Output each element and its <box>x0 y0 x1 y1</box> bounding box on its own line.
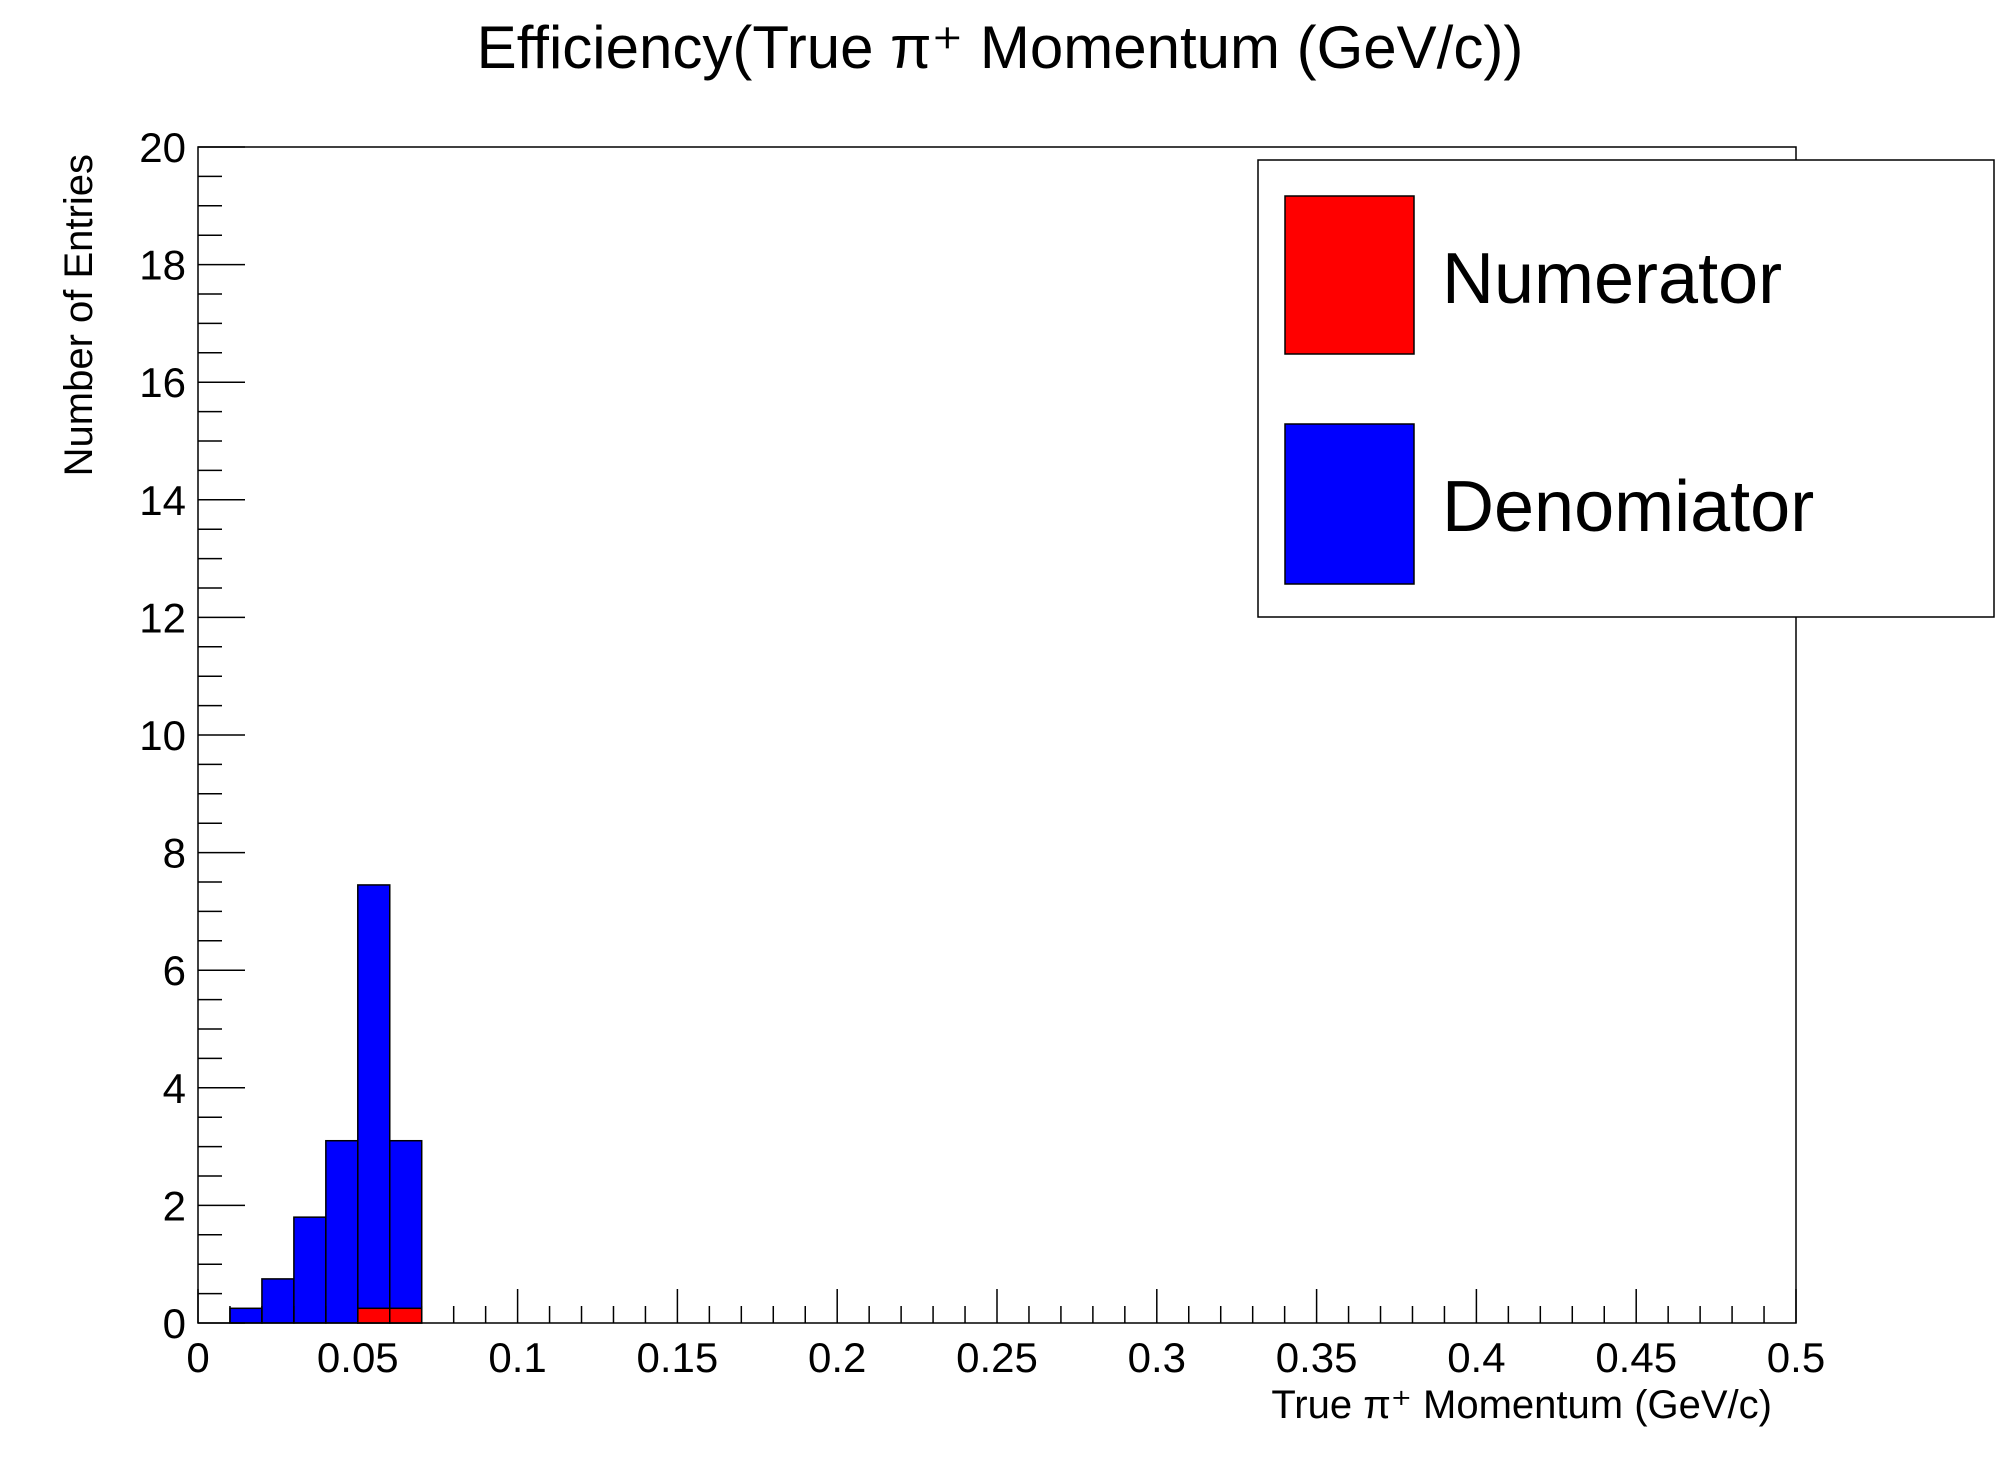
axes-layer: 0 0.05 0.1 0.15 0.2 0.25 0.3 0.35 0.4 0.45 0.5 0 2 4 6… <box>139 124 1825 1381</box>
bar-denomiator-0 <box>229 1307 263 1324</box>
bar-denomiator-4 <box>357 884 391 1324</box>
y-tick-label: 8 <box>163 830 186 877</box>
x-tick-label: 0.05 <box>317 1334 399 1381</box>
bar-denomiator-3 <box>325 1139 359 1324</box>
bar-numerator-0 <box>357 1307 391 1324</box>
y-tick-label: 14 <box>139 477 186 524</box>
y-tick-label: 10 <box>139 712 186 759</box>
bar-denomiator-1 <box>261 1278 295 1324</box>
x-tick-label: 0.1 <box>488 1334 546 1381</box>
x-axis-label: True π⁺ Momentum (GeV/c) <box>1271 1383 1772 1427</box>
x-tick-label: 0 <box>186 1334 209 1381</box>
x-tick-label: 0.4 <box>1447 1334 1505 1381</box>
x-tick-label: 0.5 <box>1767 1334 1825 1381</box>
legend-label-numerator: Numerator <box>1442 239 1782 319</box>
x-tick-label: 0.15 <box>637 1334 719 1381</box>
x-tick-label: 0.2 <box>808 1334 866 1381</box>
bar-denomiator-2 <box>293 1216 327 1324</box>
y-tick-label: 6 <box>163 947 186 994</box>
legend-label-denominator: Denomiator <box>1442 467 1814 547</box>
y-tick-label: 18 <box>139 242 186 289</box>
y-tick-label: 4 <box>163 1065 186 1112</box>
y-tick-label: 20 <box>139 124 186 171</box>
bar-numerator-1 <box>389 1307 423 1324</box>
y-tick-label: 12 <box>139 594 186 641</box>
bars-layer <box>229 884 423 1324</box>
legend: Numerator Denomiator <box>1257 159 1995 618</box>
y-axis-label: Number of Entries <box>57 154 101 476</box>
x-tick-label: 0.35 <box>1276 1334 1358 1381</box>
chart-title: Efficiency(True π⁺ Momentum (GeV/c)) <box>477 14 1524 81</box>
bar-denomiator-5 <box>389 1139 423 1324</box>
y-tick-label: 2 <box>163 1182 186 1229</box>
x-tick-label: 0.45 <box>1595 1334 1677 1381</box>
y-tick-label: 0 <box>163 1300 186 1347</box>
x-tick-label: 0.25 <box>956 1334 1038 1381</box>
legend-swatch-numerator <box>1284 195 1415 355</box>
x-tick-label: 0.3 <box>1128 1334 1186 1381</box>
legend-swatch-denominator <box>1284 423 1415 585</box>
y-tick-label: 16 <box>139 359 186 406</box>
